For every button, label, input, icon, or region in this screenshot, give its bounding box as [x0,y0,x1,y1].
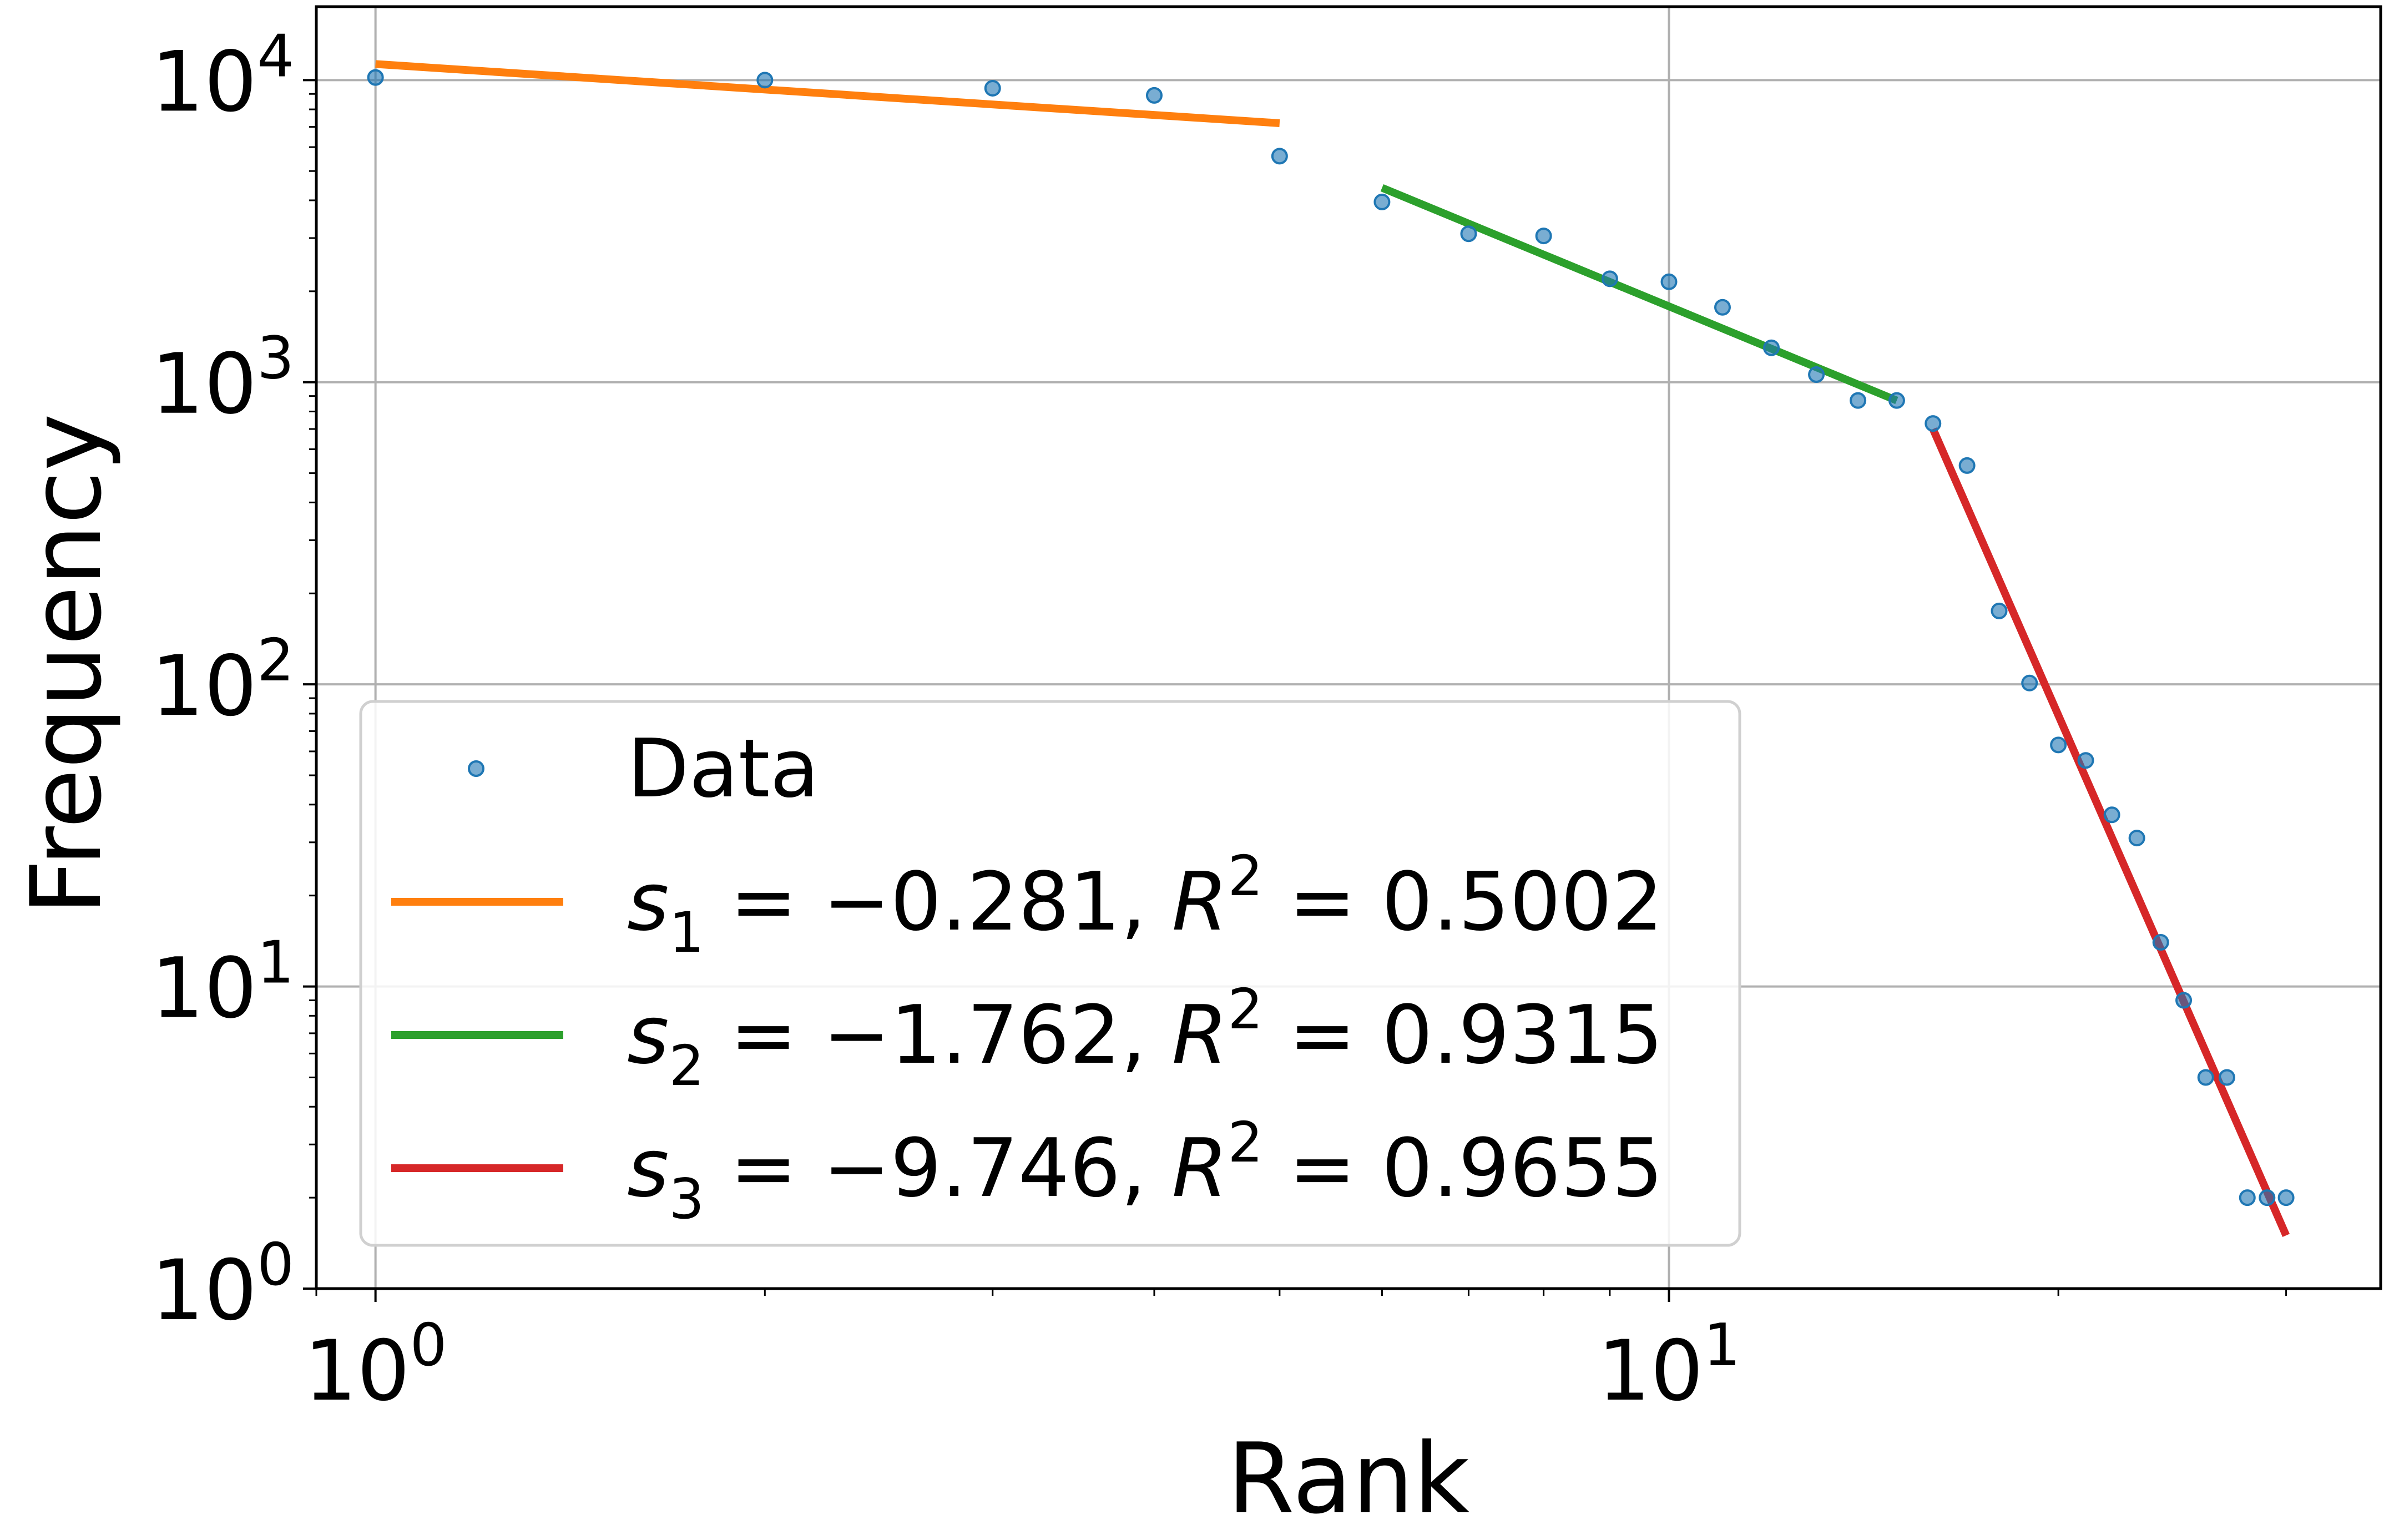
data-point-10 [1660,273,1678,290]
fit-lines [375,60,2290,1237]
y-tick-label-1: 101 [151,929,294,1037]
data-point-7 [1460,225,1477,243]
legend-label-fit-3: s3 = −9.746, R2 = 0.9655 [627,1110,1663,1231]
legend-box [359,700,1741,1247]
data-point-27 [2218,1069,2235,1086]
data-point-25 [2175,992,2193,1009]
data-point-8 [1535,228,1552,245]
x-tick-label-1: 101 [1598,1311,1741,1420]
data-point-23 [2128,830,2145,847]
y-tick-label-3: 103 [151,325,294,433]
data-point-16 [1925,415,1942,432]
data-points [367,69,2295,1206]
legend-label-data: Data [627,722,819,816]
y-tick-label-2: 102 [151,627,294,735]
x-tick-label-0: 100 [304,1311,447,1420]
data-point-30 [2277,1189,2295,1206]
ticks [303,79,2287,1302]
legend-marker-data [468,760,484,777]
legend-label-fit-2: s2 = −1.762, R2 = 0.9315 [627,977,1663,1098]
data-point-4 [1145,87,1163,104]
data-point-28 [2239,1189,2256,1206]
plot-frame [315,5,2382,1290]
data-point-20 [2050,736,2067,754]
data-point-13 [1808,366,1825,383]
data-point-11 [1714,299,1731,316]
tick-labels: 100 101 100 101 102 103 104 [151,22,1740,1420]
data-point-9 [1601,270,1618,287]
data-point-24 [2152,934,2169,951]
data-point-2 [756,72,774,89]
data-point-6 [1373,193,1391,210]
data-point-22 [2103,806,2120,824]
data-point-12 [1763,339,1780,356]
legend-label-fit-1: s1 = −0.281, R2 = 0.5002 [627,844,1663,965]
data-point-1 [367,69,384,86]
data-point-29 [2259,1189,2276,1206]
y-tick-label-4: 104 [151,22,294,130]
fit-line-1 [375,60,1280,127]
data-point-3 [984,79,1001,97]
data-point-14 [1850,392,1867,409]
x-axis-title: Rank [1227,1423,1469,1536]
data-point-15 [1888,392,1905,409]
data-point-17 [1958,457,1976,474]
data-point-19 [2021,674,2038,691]
y-tick-label-0: 100 [151,1231,294,1339]
fit-line-3 [1929,427,2290,1237]
data-point-5 [1271,148,1288,165]
data-point-26 [2197,1069,2214,1086]
data-point-21 [2077,752,2094,769]
fit-line-2 [1380,184,1898,405]
y-axis-title: Frequency [11,413,123,915]
data-point-18 [1991,602,2008,619]
